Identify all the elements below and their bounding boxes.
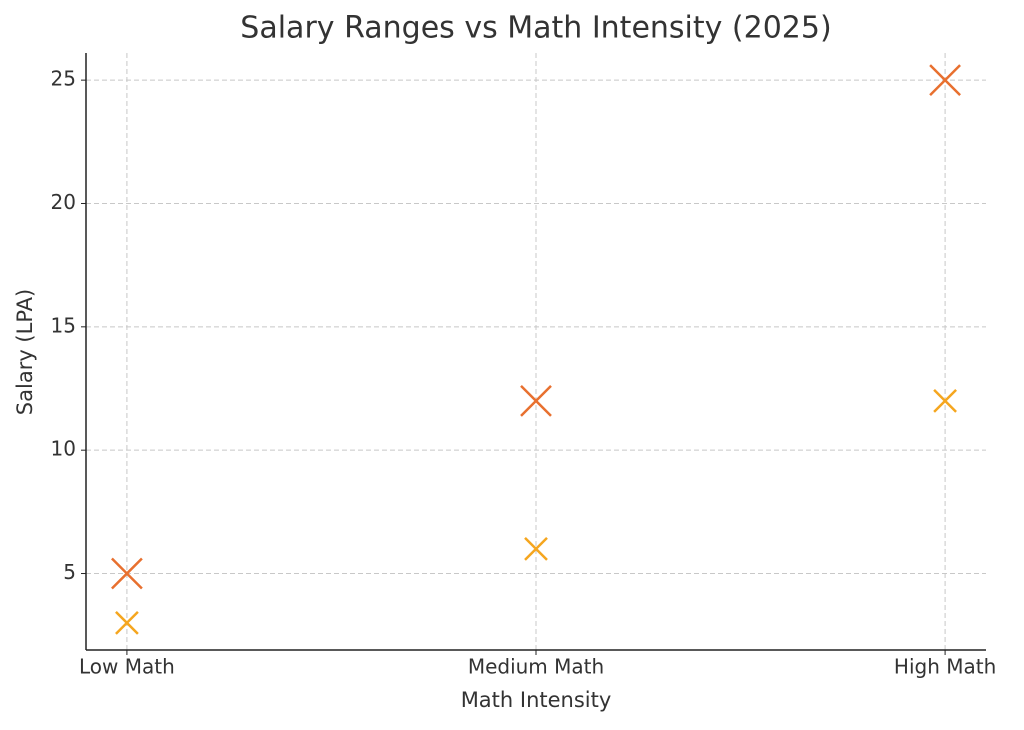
x-tick-label: High Math [894,655,996,679]
y-axis-label: Salary (LPA) [13,289,37,415]
scatter-point [115,610,139,635]
scatter-point [929,64,961,97]
x-tick-label: Medium Math [468,655,604,679]
chart-title: Salary Ranges vs Math Intensity (2025) [240,11,831,46]
scatter-point [524,536,548,561]
scatter-point [520,384,552,417]
x-tick-label: Low Math [79,655,175,679]
y-tick-label: 20 [51,190,76,214]
y-tick-label: 5 [63,560,76,584]
scatter-point [111,557,143,590]
scatter-point [933,388,957,413]
grid [86,53,986,650]
y-tick-label: 25 [51,67,76,91]
y-tick-label: 10 [51,437,76,461]
y-tick-label: 15 [51,313,76,337]
plot-area [111,64,961,635]
x-axis-label: Math Intensity [461,688,612,712]
